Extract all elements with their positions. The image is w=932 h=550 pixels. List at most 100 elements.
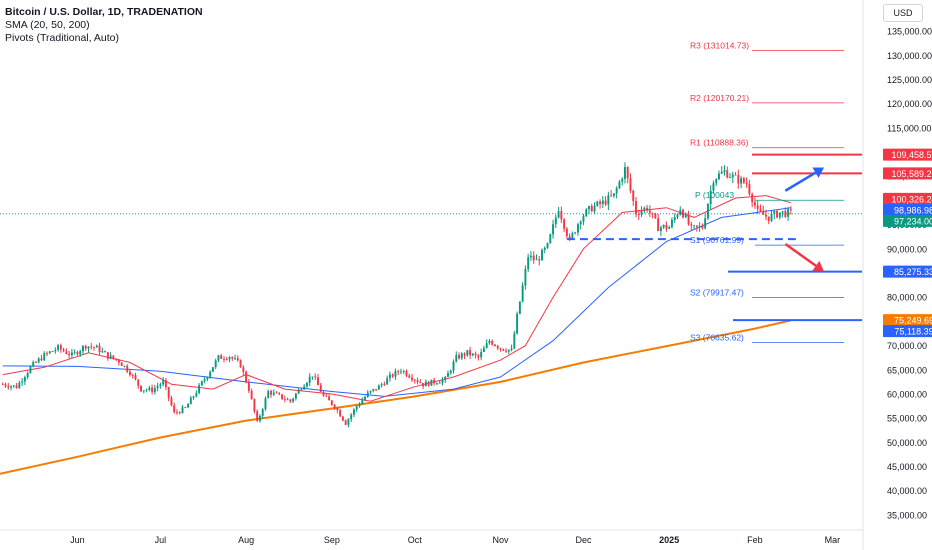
candle: [599, 199, 602, 209]
candle: [662, 224, 665, 230]
candle: [377, 384, 380, 390]
candle: [626, 166, 629, 184]
pivot-label: R1 (110888.36): [690, 138, 749, 148]
candle: [292, 397, 295, 404]
candle: [765, 209, 767, 221]
price-label: 85,275.33: [883, 265, 932, 278]
candle: [73, 349, 76, 355]
candle: [330, 399, 333, 407]
candle: [690, 221, 693, 231]
candle: [300, 387, 303, 392]
candle: [637, 209, 640, 220]
x-tick-label: Jul: [155, 535, 167, 545]
candle: [643, 206, 646, 214]
candle: [93, 346, 95, 351]
candle: [283, 395, 286, 403]
candle: [272, 389, 275, 397]
candle: [399, 368, 402, 375]
candle: [120, 361, 123, 366]
y-tick-label: 65,000.00: [887, 365, 927, 375]
candle: [670, 217, 673, 229]
candle: [364, 395, 366, 401]
candle: [402, 369, 405, 374]
candle: [206, 376, 209, 382]
candle: [593, 202, 596, 214]
pivot-label: P (100043: [695, 190, 734, 200]
candle: [582, 213, 585, 226]
candle: [538, 256, 541, 266]
candle: [84, 344, 87, 351]
candle: [54, 347, 57, 354]
candle: [109, 352, 112, 360]
svg-text:97,234.00: 97,234.00: [894, 216, 932, 226]
pivot-level: S3 (70635.62): [690, 332, 844, 343]
candle: [541, 248, 543, 261]
candle: [524, 265, 527, 290]
candle: [361, 397, 364, 405]
candle: [651, 212, 654, 219]
candle: [23, 375, 26, 385]
candle: [510, 344, 513, 352]
candle: [543, 246, 546, 254]
candle: [145, 388, 148, 393]
x-tick-label: Oct: [408, 535, 423, 545]
candle: [441, 377, 444, 386]
candle: [748, 179, 751, 197]
candle: [720, 166, 723, 175]
candle: [34, 360, 37, 363]
sma-indicator-label[interactable]: SMA (20, 50, 200): [5, 19, 90, 31]
candle: [275, 391, 278, 394]
time-axis: Jun Jul Aug Sep Oct Nov Dec 2025 Feb Mar: [70, 535, 840, 545]
candle: [789, 206, 792, 215]
y-tick-label: 60,000.00: [887, 389, 927, 399]
x-tick-label: Feb: [747, 535, 763, 545]
price-label: 100,326.24: [883, 192, 932, 205]
candle: [388, 371, 391, 382]
candle: [516, 311, 519, 335]
candle: [687, 210, 690, 226]
y-tick-label: 35,000.00: [887, 510, 927, 520]
candle: [726, 166, 729, 179]
candle: [134, 372, 137, 381]
candle: [317, 374, 319, 386]
candle: [648, 205, 651, 217]
candle: [187, 403, 190, 408]
pivots-indicator-label[interactable]: Pivots (Traditional, Auto): [5, 32, 119, 44]
candle: [126, 364, 129, 374]
x-tick-label: Nov: [493, 535, 510, 545]
candle: [615, 186, 618, 199]
candle: [546, 242, 549, 249]
x-tick-label: Mar: [825, 535, 841, 545]
candle: [618, 179, 621, 190]
candle: [289, 398, 292, 404]
candle: [751, 192, 754, 208]
candle: [607, 191, 610, 211]
candle: [308, 373, 311, 387]
pivot-level: S2 (79917.47): [690, 288, 844, 298]
annotations: [566, 153, 862, 322]
candle: [51, 350, 54, 352]
candle: [380, 382, 383, 388]
candle: [391, 373, 394, 379]
candle: [355, 405, 358, 413]
candle: [101, 347, 104, 354]
candle: [455, 351, 458, 363]
candle: [98, 342, 101, 355]
candle: [427, 381, 430, 387]
symbol-title[interactable]: Bitcoin / U.S. Dollar, 1D, TRADENATION: [5, 6, 203, 18]
candle: [596, 200, 599, 207]
candle: [405, 369, 408, 378]
moving-averages: [0, 195, 792, 475]
candle: [574, 231, 577, 235]
svg-text:109,458.53: 109,458.53: [891, 150, 932, 160]
candle: [209, 370, 212, 379]
candle: [411, 373, 413, 383]
candle: [217, 354, 220, 363]
candle: [247, 379, 250, 394]
candle: [729, 173, 731, 179]
candle: [673, 213, 676, 224]
pivot-level: P (100043: [695, 190, 844, 201]
candle: [491, 339, 494, 346]
currency-button[interactable]: USD: [883, 4, 923, 22]
